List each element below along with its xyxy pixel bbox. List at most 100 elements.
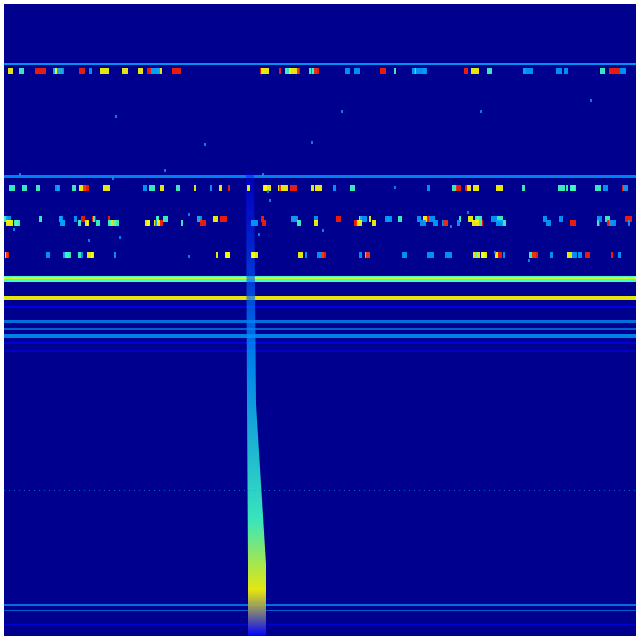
signal-dot [384, 490, 385, 491]
signal-blip [433, 220, 438, 226]
signal-dot [44, 490, 45, 491]
signal-blip [261, 68, 269, 74]
signal-dot [564, 490, 565, 491]
signal-blip [289, 68, 299, 74]
signal-dot [299, 490, 300, 491]
signal-blip [22, 185, 27, 191]
signal-blip [623, 185, 628, 191]
signal-blip [261, 216, 264, 222]
signal-dot [249, 490, 250, 491]
signal-dot [49, 490, 50, 491]
signal-dot [444, 490, 445, 491]
signal-dot [394, 490, 395, 491]
signal-dot [289, 490, 290, 491]
signal-dot [154, 490, 155, 491]
signal-blip [394, 68, 396, 74]
signal-blip [366, 252, 370, 258]
signal-dot [244, 490, 245, 491]
horizontal-band [4, 610, 636, 611]
signal-dot [309, 490, 310, 491]
signal-blip [160, 220, 163, 226]
signal-dot [254, 490, 255, 491]
signal-dot [409, 490, 410, 491]
signal-dot [479, 490, 480, 491]
heatmap-plot [4, 4, 636, 636]
signal-blip [108, 220, 111, 226]
signal-dot [484, 490, 485, 491]
signal-blip [172, 68, 181, 74]
signal-dot [324, 490, 325, 491]
signal-dot [164, 490, 165, 491]
signal-dot [64, 490, 65, 491]
signal-blip [157, 216, 159, 222]
signal-dot [159, 490, 160, 491]
signal-dot [574, 490, 575, 491]
signal-dot [474, 490, 475, 491]
signal-blip [55, 68, 57, 74]
signal-dot [214, 490, 215, 491]
signal-blip [333, 185, 336, 191]
signal-dot [634, 490, 635, 491]
horizontal-band [4, 296, 636, 300]
signal-blip [427, 252, 434, 258]
signal-dot [39, 490, 40, 491]
signal-blip [279, 185, 281, 191]
signal-dot [19, 490, 20, 491]
signal-blip [502, 220, 506, 226]
signal-blip [523, 68, 533, 74]
signal-dot [274, 490, 275, 491]
signal-dot [559, 490, 560, 491]
signal-blip [402, 252, 407, 258]
signal-blip [290, 185, 297, 191]
signal-dot [404, 490, 405, 491]
signal-dot [464, 490, 465, 491]
signal-blip [297, 68, 300, 74]
signal-dot [99, 490, 100, 491]
signal-blip [566, 185, 568, 191]
signal-dot [544, 490, 545, 491]
signal-blip [570, 220, 576, 226]
signal-blip [279, 68, 281, 74]
signal-blip [113, 220, 119, 226]
signal-blip [322, 229, 324, 232]
signal-blip [543, 216, 547, 222]
signal-blip [57, 185, 60, 191]
signal-dot [184, 490, 185, 491]
signal-blip [314, 220, 318, 226]
signal-dot [434, 490, 435, 491]
signal-blip [556, 68, 562, 74]
signal-dot [239, 490, 240, 491]
horizontal-band [4, 175, 636, 178]
signal-blip [59, 216, 63, 222]
signal-blip [213, 216, 218, 222]
signal-blip [6, 252, 9, 258]
signal-blip [108, 216, 110, 222]
heatmap-canvas [4, 63, 636, 636]
signal-blip [528, 259, 530, 262]
signal-dot [364, 490, 365, 491]
signal-blip [494, 251, 496, 254]
signal-blip [194, 185, 196, 191]
signal-dot [514, 490, 515, 491]
signal-dot [134, 490, 135, 491]
signal-blip [443, 220, 448, 226]
signal-blip [579, 252, 582, 258]
signal-dot [499, 490, 500, 491]
signal-blip [359, 252, 362, 258]
signal-blip [228, 185, 230, 191]
signal-blip [503, 252, 505, 258]
signal-blip [550, 252, 553, 258]
signal-blip [496, 220, 503, 226]
signal-blip [267, 190, 269, 193]
signal-dot [24, 490, 25, 491]
signal-blip [264, 185, 271, 191]
signal-blip [188, 255, 190, 258]
signal-blip [219, 185, 222, 191]
signal-dot [449, 490, 450, 491]
signal-blip [65, 252, 71, 258]
signal-blip [181, 220, 183, 226]
signal-blip [471, 68, 479, 74]
signal-dot [599, 490, 600, 491]
signal-dot [529, 490, 530, 491]
signal-blip [423, 216, 427, 222]
